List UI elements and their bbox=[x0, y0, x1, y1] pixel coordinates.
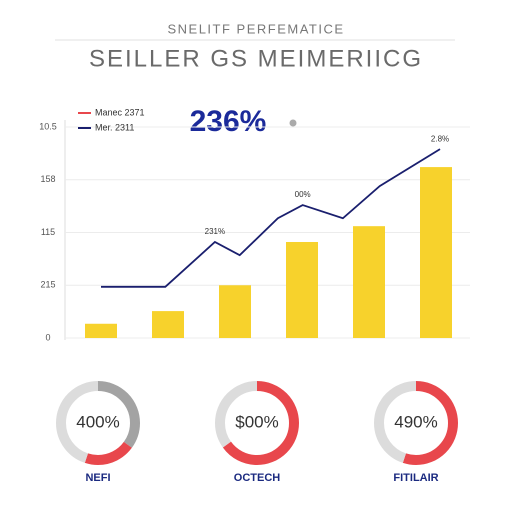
donut-label: 490% bbox=[394, 412, 437, 431]
bar bbox=[219, 285, 251, 338]
y-tick-label: 10.5 bbox=[39, 121, 57, 131]
legend-label: Mer. 2311 bbox=[95, 122, 134, 132]
bar bbox=[85, 323, 117, 338]
donut-name: OCTECH bbox=[234, 472, 281, 484]
donut-segment bbox=[56, 381, 140, 465]
y-tick-label: 158 bbox=[40, 174, 55, 184]
annotation: 00% bbox=[295, 190, 311, 199]
donut-name: NEFI bbox=[85, 472, 110, 484]
donut-name: FITILAIR bbox=[393, 472, 438, 484]
y-tick-label: 0 bbox=[45, 332, 50, 342]
donut-segment bbox=[374, 381, 458, 465]
y-tick-label: 215 bbox=[40, 280, 55, 290]
title: SEILLER GS MEIMERIICG bbox=[89, 45, 423, 72]
annotation: 2.8% bbox=[431, 134, 449, 143]
donut-label: $00% bbox=[235, 412, 278, 431]
bar bbox=[286, 241, 318, 338]
subtitle: SNELITF PERFEMATICE bbox=[167, 21, 344, 36]
dot bbox=[289, 119, 297, 127]
y-tick-label: 115 bbox=[41, 227, 55, 237]
headline: 236% bbox=[190, 105, 267, 138]
legend-label: Manec 2371 bbox=[95, 107, 145, 117]
bar bbox=[152, 311, 184, 338]
donut-segment bbox=[56, 381, 140, 465]
donut-label: 400% bbox=[76, 412, 119, 431]
bar bbox=[353, 226, 385, 338]
annotation: 231% bbox=[205, 227, 225, 236]
line bbox=[101, 148, 441, 288]
bar bbox=[420, 167, 452, 338]
donut-segment bbox=[215, 381, 299, 465]
